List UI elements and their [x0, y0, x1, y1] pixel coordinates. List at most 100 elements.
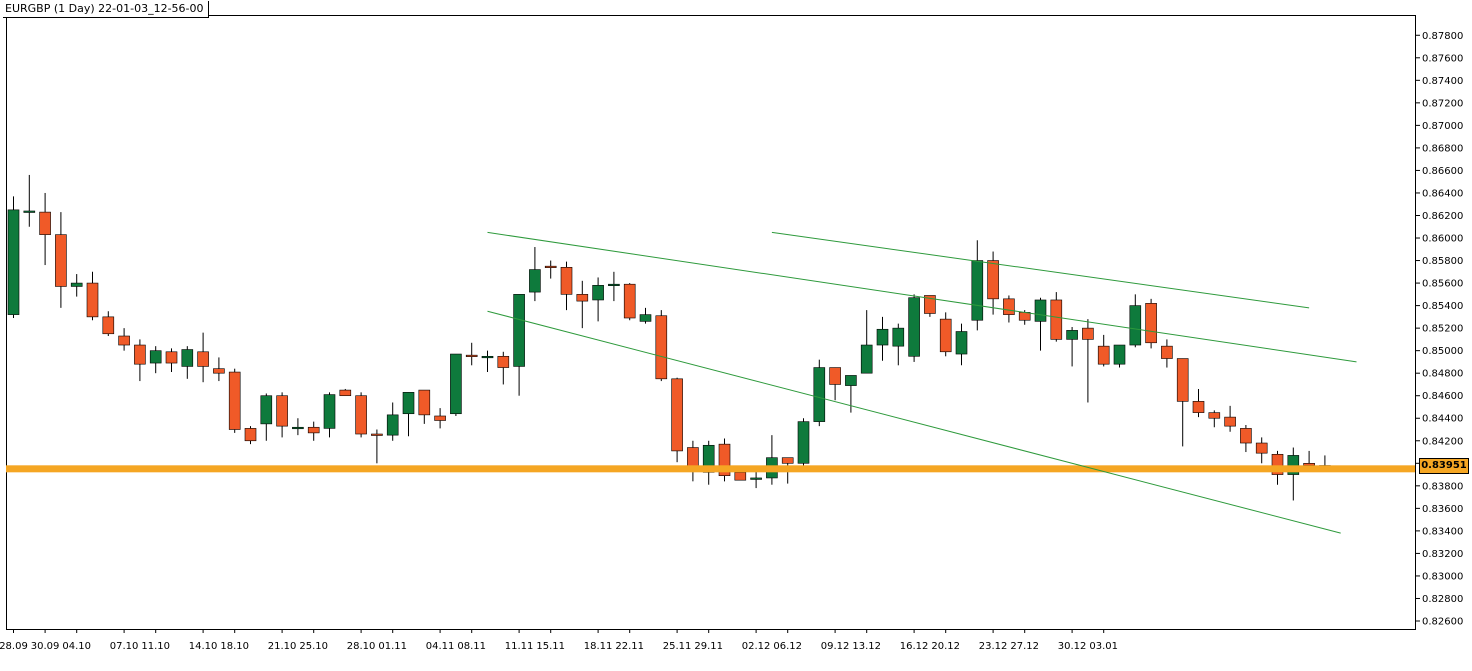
- candle[interactable]: [244, 426, 257, 445]
- candle[interactable]: [307, 421, 320, 441]
- trend-line[interactable]: [487, 231, 1357, 363]
- trend-line[interactable]: [771, 231, 1310, 309]
- candle[interactable]: [623, 283, 636, 321]
- candle[interactable]: [1255, 437, 1268, 464]
- y-tick-label: 0.86800: [1422, 143, 1463, 154]
- x-tick-label: 11.11: [505, 641, 534, 652]
- candle[interactable]: [355, 392, 367, 438]
- trend-line[interactable]: [487, 310, 1341, 534]
- candle[interactable]: [323, 392, 336, 438]
- candle[interactable]: [70, 274, 83, 297]
- candle[interactable]: [1145, 298, 1157, 349]
- candle-body: [149, 350, 162, 364]
- candle[interactable]: [576, 280, 589, 329]
- candle[interactable]: [165, 348, 178, 373]
- candle[interactable]: [276, 392, 288, 438]
- candle[interactable]: [7, 196, 20, 318]
- candle[interactable]: [371, 429, 383, 464]
- candle[interactable]: [1113, 344, 1126, 368]
- candle[interactable]: [181, 346, 194, 379]
- candle[interactable]: [134, 339, 146, 382]
- candle[interactable]: [829, 367, 841, 401]
- candle[interactable]: [86, 271, 99, 321]
- x-tick-label: 29.11: [694, 641, 723, 652]
- candle[interactable]: [1208, 410, 1221, 428]
- candle[interactable]: [481, 350, 494, 373]
- candle[interactable]: [639, 307, 652, 324]
- candle[interactable]: [102, 311, 115, 337]
- candle[interactable]: [55, 212, 67, 308]
- candle[interactable]: [1192, 388, 1205, 418]
- candle-body: [592, 285, 604, 301]
- candle[interactable]: [1176, 358, 1189, 447]
- candle[interactable]: [450, 353, 462, 416]
- candle[interactable]: [434, 408, 446, 429]
- candle[interactable]: [260, 393, 273, 441]
- candle[interactable]: [1129, 294, 1142, 348]
- candle[interactable]: [39, 192, 51, 266]
- candle[interactable]: [529, 247, 541, 302]
- candle[interactable]: [797, 418, 810, 467]
- y-tick-label: 0.85200: [1422, 324, 1463, 335]
- candle[interactable]: [924, 295, 936, 317]
- candle[interactable]: [655, 310, 668, 382]
- candle[interactable]: [987, 251, 999, 315]
- x-tick-label: 22.11: [615, 641, 644, 652]
- support-level-line[interactable]: [6, 465, 1415, 473]
- candle[interactable]: [213, 357, 225, 382]
- candle[interactable]: [560, 261, 573, 311]
- candle[interactable]: [1240, 425, 1252, 453]
- x-tick-label: 25.10: [299, 641, 328, 652]
- candle[interactable]: [513, 294, 525, 396]
- candle[interactable]: [845, 375, 857, 413]
- candle[interactable]: [1161, 339, 1173, 368]
- candle[interactable]: [149, 346, 162, 374]
- candle-body: [971, 260, 984, 321]
- x-tick-label: 01.11: [378, 641, 407, 652]
- candle[interactable]: [1034, 297, 1047, 351]
- candle[interactable]: [497, 351, 510, 385]
- candle[interactable]: [1097, 334, 1110, 367]
- candle[interactable]: [939, 312, 952, 357]
- candle-body: [323, 394, 336, 429]
- candle-body: [1224, 416, 1236, 427]
- candle[interactable]: [228, 368, 241, 433]
- candle[interactable]: [687, 440, 699, 482]
- y-tick-label: 0.85400: [1422, 301, 1463, 312]
- candle[interactable]: [339, 388, 352, 397]
- candle[interactable]: [718, 438, 731, 482]
- candle[interactable]: [292, 418, 304, 436]
- candle[interactable]: [23, 174, 36, 227]
- candle[interactable]: [766, 435, 778, 485]
- candle[interactable]: [1066, 327, 1078, 367]
- candle[interactable]: [592, 277, 604, 322]
- candle[interactable]: [402, 392, 415, 437]
- candle[interactable]: [386, 402, 399, 441]
- candle[interactable]: [671, 377, 683, 463]
- candle[interactable]: [608, 271, 620, 302]
- candle[interactable]: [892, 323, 905, 366]
- candle[interactable]: [702, 440, 715, 485]
- candle-body: [307, 426, 320, 434]
- candle[interactable]: [465, 342, 478, 366]
- candle[interactable]: [544, 260, 557, 279]
- candle[interactable]: [813, 359, 826, 427]
- candle[interactable]: [197, 332, 209, 383]
- candle[interactable]: [1303, 450, 1315, 467]
- candle[interactable]: [1082, 319, 1094, 403]
- candle[interactable]: [418, 389, 431, 424]
- candle[interactable]: [908, 294, 920, 362]
- candle-body: [260, 395, 273, 425]
- x-tick-label: 30.09: [31, 641, 60, 652]
- candle[interactable]: [876, 316, 889, 361]
- candle-body: [481, 355, 494, 359]
- candle[interactable]: [1224, 405, 1236, 432]
- candle[interactable]: [118, 328, 130, 351]
- candle-body: [718, 443, 731, 476]
- candle[interactable]: [1003, 295, 1015, 323]
- candle[interactable]: [955, 323, 968, 366]
- candle[interactable]: [860, 310, 873, 374]
- candle[interactable]: [971, 240, 984, 331]
- candle[interactable]: [1287, 447, 1300, 501]
